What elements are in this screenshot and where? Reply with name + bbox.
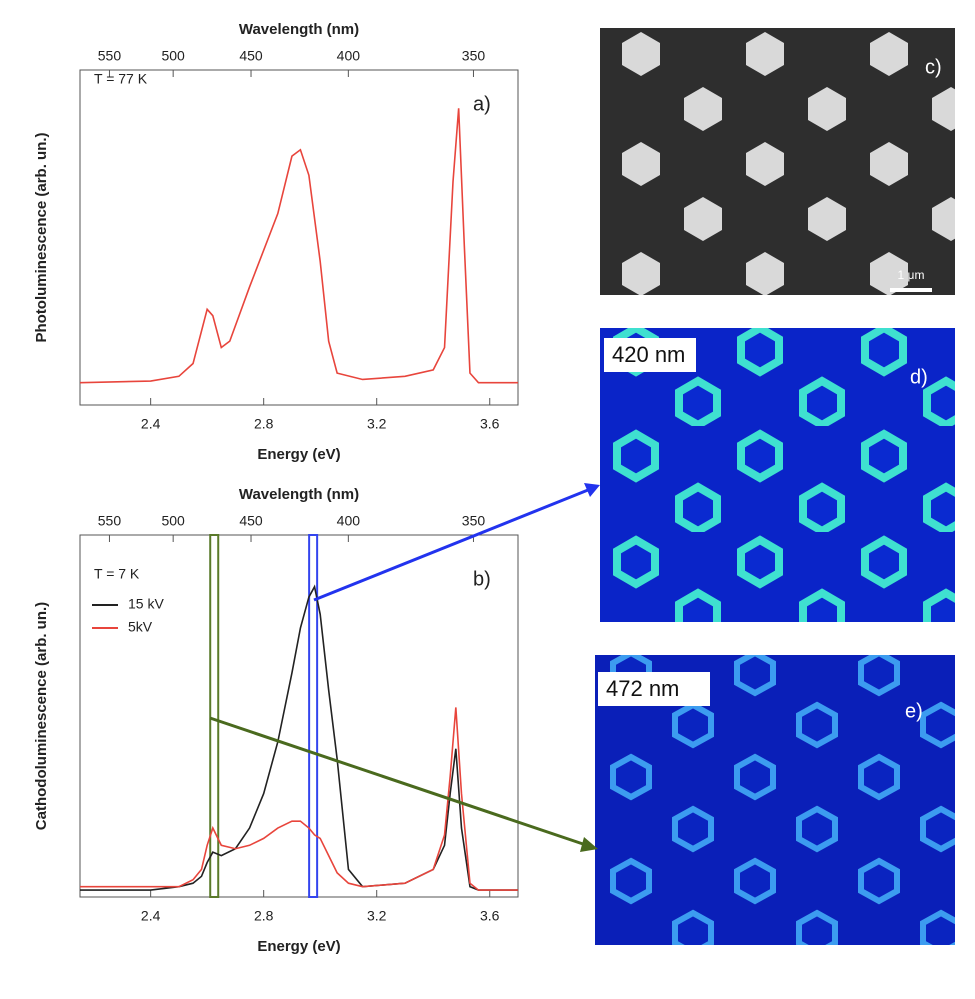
x-tick-label: 2.8 bbox=[254, 908, 274, 924]
x2-tick-label: 350 bbox=[462, 513, 486, 529]
panel-label: d) bbox=[910, 366, 928, 388]
wavelength-tag: 420 nm bbox=[612, 342, 685, 367]
wavelength-tag: 472 nm bbox=[606, 676, 679, 701]
x2-tick-label: 450 bbox=[239, 513, 263, 529]
x-axis-label: Energy (eV) bbox=[257, 938, 340, 955]
x-tick-label: 2.4 bbox=[141, 416, 161, 432]
panel-c: c) 1 μm bbox=[600, 28, 955, 295]
x2-tick-label: 400 bbox=[337, 513, 361, 529]
x-tick-label: 2.8 bbox=[254, 416, 274, 432]
x2-axis-label: Wavelength (nm) bbox=[239, 21, 359, 38]
plot-frame bbox=[79, 69, 519, 406]
y-axis-label: Cathodoluminescence (arb. un.) bbox=[33, 602, 50, 830]
data-line bbox=[80, 707, 518, 891]
plot-frame bbox=[79, 534, 519, 898]
x2-axis-label: Wavelength (nm) bbox=[239, 486, 359, 503]
x-tick-label: 2.4 bbox=[141, 908, 161, 924]
highlight-band bbox=[308, 534, 319, 898]
x-tick-label: 3.6 bbox=[480, 416, 500, 432]
panel-label: a) bbox=[473, 93, 491, 115]
legend-label: 5kV bbox=[128, 619, 153, 635]
charts: 2.4 2.8 3.2 3.6 550 500 450 400 350 Energy (eV) Wa… bbox=[33, 21, 519, 955]
panel-label: c) bbox=[925, 56, 942, 78]
x-tick-label: 3.2 bbox=[367, 416, 387, 432]
data-line bbox=[80, 584, 518, 891]
panel-d: 420 nm d) bbox=[600, 328, 955, 622]
x-axis-label: Energy (eV) bbox=[257, 446, 340, 463]
x2-tick-label: 400 bbox=[337, 48, 361, 64]
x2-tick-label: 500 bbox=[161, 48, 185, 64]
highlight-band bbox=[209, 534, 220, 898]
x-tick-label: 3.6 bbox=[480, 908, 500, 924]
x2-tick-label: 550 bbox=[98, 48, 122, 64]
x2-tick-label: 550 bbox=[98, 513, 122, 529]
annotation: T = 77 K bbox=[94, 71, 148, 87]
panel-label: b) bbox=[473, 568, 491, 590]
panel-e: 472 nm e) bbox=[595, 655, 955, 945]
annotation: T = 7 K bbox=[94, 566, 140, 582]
legend-label: 15 kV bbox=[128, 596, 164, 612]
x2-tick-label: 450 bbox=[239, 48, 263, 64]
data-line bbox=[79, 108, 518, 384]
arrows bbox=[209, 483, 600, 852]
x2-tick-label: 500 bbox=[161, 513, 185, 529]
x2-tick-label: 350 bbox=[462, 48, 486, 64]
panel-label: e) bbox=[905, 700, 923, 722]
y-axis-label: Photoluminescence (arb. un.) bbox=[33, 132, 50, 342]
x-tick-label: 3.2 bbox=[367, 908, 387, 924]
scale-bar-label: 1 μm bbox=[898, 268, 925, 282]
